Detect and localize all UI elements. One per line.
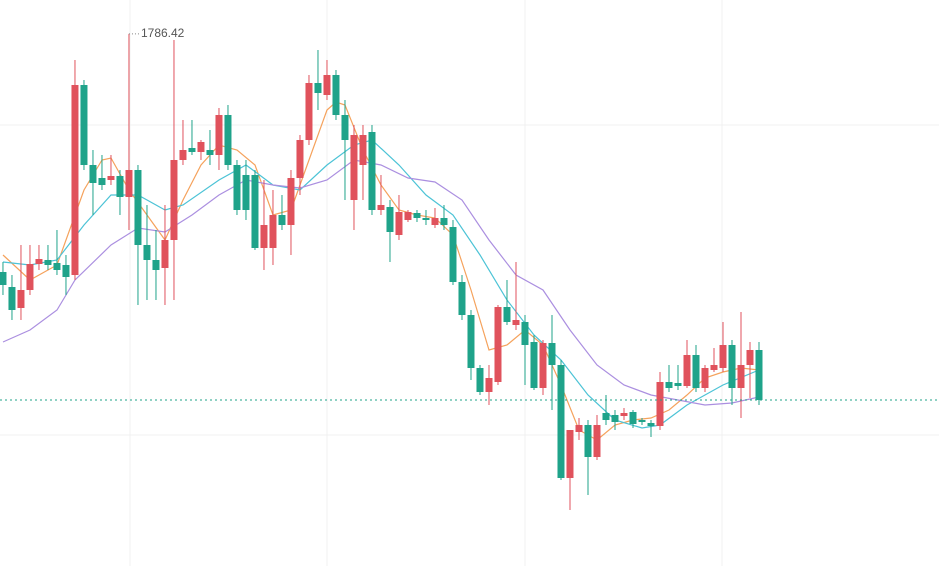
candle-body [665,382,673,388]
candle-body [593,425,601,457]
candle-body [350,135,358,200]
candle-body [485,378,493,392]
candle-body [89,165,97,183]
candle-body [476,368,484,392]
candle-body [386,207,394,232]
candle-body [611,415,619,422]
candle-body [278,215,286,225]
candle-body [467,315,475,368]
candle-body [134,170,142,245]
candle-body [287,178,295,225]
candle-body [755,350,763,400]
candle-body [431,218,439,225]
candle-body [125,170,133,197]
candle-body [422,218,430,220]
candle-body [539,343,547,388]
candle-body [728,345,736,388]
candle-body [683,355,691,386]
candle-body [71,85,79,275]
candle-body [8,287,16,310]
candle-body [368,132,376,210]
candle-body [242,175,250,210]
candle-body [602,413,610,420]
candle-body [215,115,223,155]
candle-body [458,282,466,315]
ma-line [2,101,760,441]
candle-body [179,150,187,160]
candle-body [17,290,25,308]
candle-body [620,413,628,416]
candle-body [35,259,43,264]
candle-body [80,85,88,165]
candle-body [494,307,502,382]
high-label: 1786.42 [141,26,185,40]
candle-body [530,342,538,388]
candle-body [692,355,700,388]
candle-body [584,425,592,457]
candle-body [332,75,340,115]
candle-body [440,218,448,225]
candle-body [26,264,34,290]
candle-body [674,383,682,386]
candle-body [719,345,727,368]
candle-body [629,412,637,424]
candle-body [521,322,529,345]
candle-body [503,307,511,322]
candle-body [413,213,421,218]
candle-body [449,227,457,282]
candle-body [251,175,259,248]
candle-body [395,212,403,235]
candle-body [710,365,718,370]
candle-body [341,115,349,140]
candle-body [152,260,160,270]
candle-body [161,240,169,268]
candle-body [98,178,106,185]
candle-body [701,368,709,388]
candle-body [512,320,520,325]
candle-body [737,365,745,388]
ma-line [2,159,760,406]
candle-body [296,140,304,178]
candle-body [188,148,196,152]
candle-body [359,135,367,165]
candle-body [377,205,385,210]
candle-body [566,430,574,478]
candle-body [116,176,124,197]
candle-body [314,83,322,93]
candle-body [107,176,115,180]
candle-body [233,165,241,210]
candle-body [647,423,655,426]
candle-body [53,263,61,270]
candle-body [656,382,664,426]
candle-body [197,142,205,152]
candle-body [224,115,232,165]
candle-body [62,265,70,277]
candle-body [143,245,151,260]
candle-body [638,420,646,422]
candle-body [404,212,412,220]
candle-body [0,272,7,285]
candle-body [44,260,52,265]
candle-body [548,343,556,365]
candle-body [170,160,178,240]
candle-body [206,150,214,155]
candle-body [323,75,331,95]
candle-body [575,425,583,432]
candle-body [260,225,268,248]
candle-body [557,365,565,478]
candle-body [269,215,277,248]
candle-body [746,350,754,365]
candle-body [305,83,313,140]
